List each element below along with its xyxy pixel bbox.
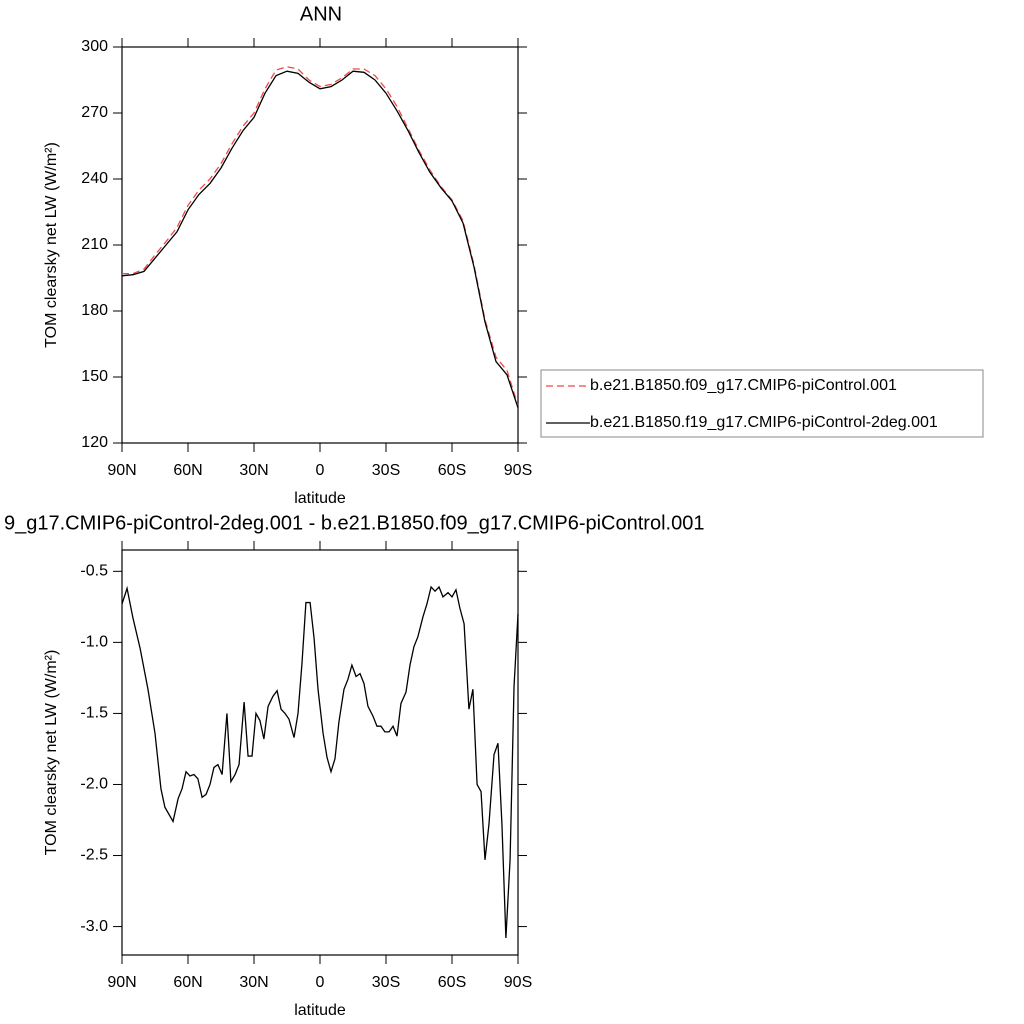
y-tick-label: -1.0 [80, 634, 108, 651]
y-axis-label: TOM clearsky net LW (W/m²) [43, 142, 60, 348]
legend-box [540, 369, 984, 438]
x-tick-label: 60S [438, 974, 466, 991]
y-tick-label: -3.0 [80, 918, 108, 935]
y-tick-label: -0.5 [80, 563, 108, 580]
y-tick-label: 150 [81, 368, 108, 385]
y-tick-label: 270 [81, 104, 108, 121]
y-tick-label: 240 [81, 170, 108, 187]
data-line [121, 70, 519, 409]
plot-frame [121, 549, 519, 956]
x-tick-label: 90S [504, 974, 532, 991]
x-axis-label: latitude [294, 490, 346, 507]
chart-title: ANN [300, 3, 342, 25]
chart-title: 9_g17.CMIP6-piControl-2deg.001 - b.e21.B… [4, 512, 704, 534]
y-tick-label: -2.5 [80, 847, 108, 864]
x-tick-label: 60N [173, 974, 202, 991]
y-tick-label: -2.0 [80, 776, 108, 793]
x-tick-label: 90N [107, 974, 136, 991]
x-tick-label: 0 [316, 974, 325, 991]
x-tick-label: 60N [173, 462, 202, 479]
y-tick-label: 120 [81, 434, 108, 451]
legend-label: b.e21.B1850.f09_g17.CMIP6-piControl.001 [590, 377, 897, 394]
y-axis-label: TOM clearsky net LW (W/m²) [43, 650, 60, 856]
data-line [121, 585, 519, 938]
x-tick-label: 0 [316, 462, 325, 479]
x-tick-label: 90S [504, 462, 532, 479]
y-tick-label: 210 [81, 236, 108, 253]
x-tick-label: 60S [438, 462, 466, 479]
x-tick-label: 30S [372, 462, 400, 479]
legend-label: b.e21.B1850.f19_g17.CMIP6-piControl-2deg… [590, 414, 938, 431]
y-tick-label: 180 [81, 302, 108, 319]
data-line [122, 66, 519, 406]
plot-frame [121, 46, 519, 444]
x-tick-label: 90N [107, 462, 136, 479]
x-axis-label: latitude [294, 1002, 346, 1019]
x-tick-label: 30N [239, 462, 268, 479]
y-tick-label: -1.5 [80, 705, 108, 722]
x-tick-label: 30S [372, 974, 400, 991]
x-tick-label: 30N [239, 974, 268, 991]
y-tick-label: 300 [81, 38, 108, 55]
